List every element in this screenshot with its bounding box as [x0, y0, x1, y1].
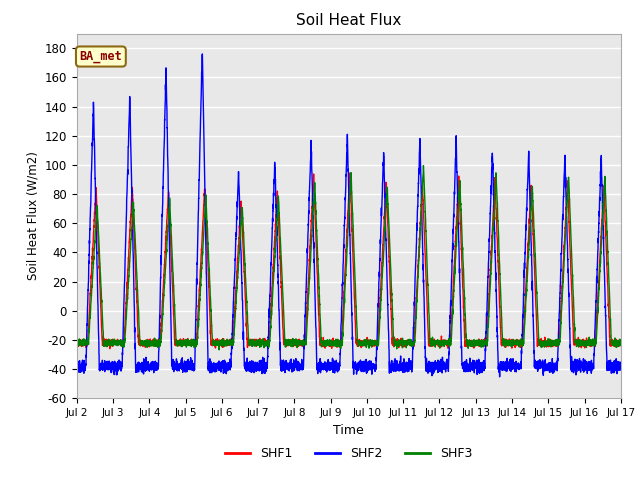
SHF3 — [73, 337, 81, 343]
Legend: SHF1, SHF2, SHF3: SHF1, SHF2, SHF3 — [220, 442, 477, 465]
Title: Soil Heat Flux: Soil Heat Flux — [296, 13, 401, 28]
SHF3 — [329, 339, 337, 345]
SHF2 — [617, 365, 625, 371]
SHF1 — [106, 346, 114, 351]
Line: SHF2: SHF2 — [77, 54, 621, 377]
SHF2 — [198, 51, 206, 57]
SHF3 — [441, 342, 449, 348]
SHF2 — [171, 361, 179, 367]
SHF3 — [420, 163, 428, 168]
Line: SHF3: SHF3 — [77, 166, 621, 350]
SHF2 — [441, 361, 449, 367]
SHF3 — [502, 340, 509, 346]
SHF1 — [471, 341, 479, 347]
SHF2 — [329, 355, 337, 361]
SHF2 — [616, 367, 624, 372]
SHF2 — [471, 364, 479, 370]
SHF3 — [215, 347, 223, 353]
SHF1 — [329, 339, 337, 345]
Y-axis label: Soil Heat Flux (W/m2): Soil Heat Flux (W/m2) — [26, 152, 39, 280]
SHF3 — [171, 301, 179, 307]
SHF2 — [502, 368, 509, 373]
SHF2 — [73, 363, 81, 369]
SHF1 — [73, 339, 81, 345]
SHF3 — [471, 340, 479, 346]
SHF1 — [616, 338, 624, 344]
SHF1 — [617, 341, 625, 347]
Line: SHF1: SHF1 — [77, 173, 621, 348]
SHF2 — [496, 374, 504, 380]
SHF3 — [616, 342, 624, 348]
SHF1 — [346, 170, 354, 176]
X-axis label: Time: Time — [333, 424, 364, 437]
Text: BA_met: BA_met — [79, 50, 122, 63]
SHF1 — [171, 339, 179, 345]
SHF3 — [617, 342, 625, 348]
SHF1 — [502, 345, 509, 350]
SHF1 — [441, 339, 449, 345]
